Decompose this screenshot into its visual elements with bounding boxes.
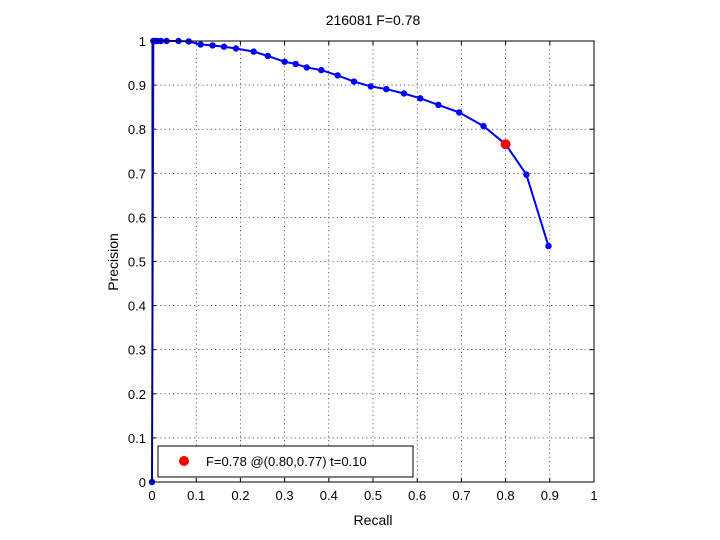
data-point bbox=[318, 66, 325, 74]
x-tick-label: 0.2 bbox=[231, 488, 249, 503]
data-point bbox=[264, 52, 272, 60]
x-tick-label: 1 bbox=[590, 488, 597, 503]
x-tick-label: 0.5 bbox=[364, 488, 382, 503]
data-point bbox=[232, 45, 240, 52]
data-point bbox=[292, 60, 299, 68]
data-point bbox=[197, 41, 204, 48]
data-point bbox=[417, 95, 424, 102]
data-point bbox=[435, 101, 442, 109]
data-point bbox=[209, 42, 216, 49]
legend-box bbox=[157, 445, 414, 478]
y-tick-label: 0.7 bbox=[128, 166, 146, 181]
legend: F=0.78 @(0.80,0.77) t=0.10 bbox=[157, 445, 414, 478]
x-tick-label: 0.4 bbox=[320, 488, 338, 503]
x-tick-label: 0.9 bbox=[541, 488, 559, 503]
data-point bbox=[250, 48, 257, 55]
x-tick-label: 0.7 bbox=[452, 488, 470, 503]
plot-area-frame bbox=[151, 40, 595, 483]
y-tick-label: 0.5 bbox=[128, 255, 146, 270]
x-tick-labels: 0 0.1 0.2 0.3 0.4 0.5 0.6 0.7 0.8 0.9 1 bbox=[148, 488, 597, 503]
y-axis-label: Precision bbox=[105, 233, 121, 291]
data-point bbox=[367, 83, 374, 90]
data-point bbox=[455, 109, 463, 116]
data-point bbox=[523, 171, 530, 178]
legend-marker bbox=[179, 456, 189, 466]
y-tick-label: 0.2 bbox=[128, 387, 146, 402]
data-point bbox=[545, 242, 552, 250]
data-point bbox=[281, 58, 288, 65]
x-tick-label: 0.3 bbox=[276, 488, 294, 503]
y-tick-label: 0 bbox=[139, 475, 146, 490]
data-point bbox=[334, 72, 341, 79]
y-tick-label: 0.6 bbox=[128, 210, 146, 225]
data-point bbox=[480, 122, 487, 130]
data-point bbox=[383, 85, 390, 93]
highlight-layer bbox=[500, 139, 511, 150]
data-point bbox=[220, 43, 228, 50]
x-tick-label: 0.6 bbox=[408, 488, 426, 503]
y-tick-label: 0.8 bbox=[128, 122, 146, 137]
y-tick-label: 0.4 bbox=[128, 299, 146, 314]
data-point bbox=[350, 78, 358, 85]
optimal-f-point bbox=[500, 139, 511, 150]
x-tick-label: 0 bbox=[148, 488, 155, 503]
legend-label: F=0.78 @(0.80,0.77) t=0.10 bbox=[206, 454, 367, 469]
y-tick-label: 0.1 bbox=[128, 431, 146, 446]
x-tick-label: 0.8 bbox=[497, 488, 515, 503]
chart-title: 216081 F=0.78 bbox=[326, 12, 421, 28]
y-tick-labels: 0 0.1 0.2 0.3 0.4 0.5 0.6 0.7 0.8 0.9 1 bbox=[128, 34, 146, 490]
grid-lines bbox=[152, 41, 594, 482]
x-tick-label: 0.1 bbox=[187, 488, 205, 503]
data-point bbox=[303, 64, 310, 71]
y-tick-label: 0.9 bbox=[128, 78, 146, 93]
y-tick-label: 1 bbox=[139, 34, 146, 49]
y-tick-label: 0.3 bbox=[128, 343, 146, 358]
x-axis-label: Recall bbox=[354, 512, 393, 528]
data-point bbox=[400, 90, 408, 97]
